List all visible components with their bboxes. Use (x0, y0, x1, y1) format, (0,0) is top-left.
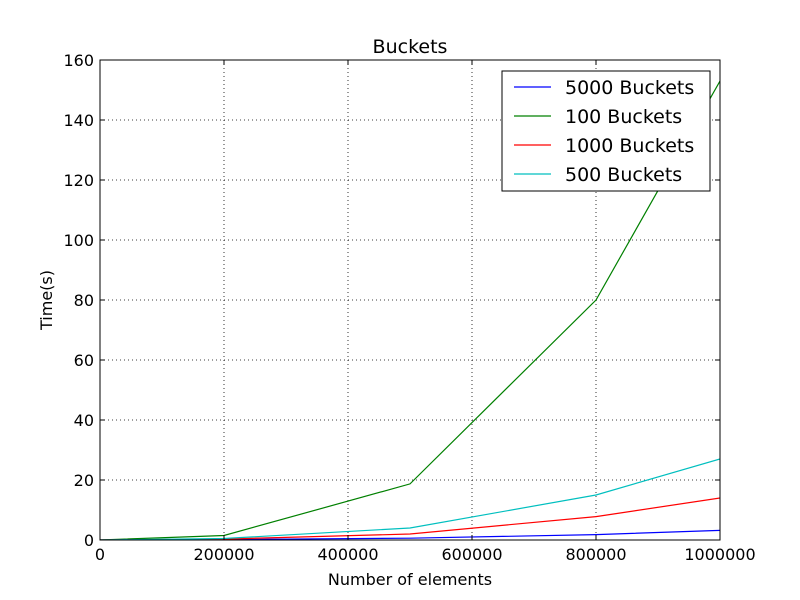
x-tick-label: 800000 (565, 545, 626, 564)
y-tick-label: 80 (74, 291, 94, 310)
legend-label: 5000 Buckets (565, 77, 694, 99)
legend: 5000 Buckets 100 Buckets 1000 Buckets 500 B… (501, 70, 711, 192)
x-tick-label: 600000 (441, 545, 502, 564)
legend-label: 1000 Buckets (565, 135, 694, 157)
y-axis-label: Time(s) (37, 270, 56, 331)
legend-label: 500 Buckets (565, 164, 682, 186)
y-tick-label: 20 (74, 471, 94, 490)
x-tick-label: 200000 (193, 545, 254, 564)
y-tick-label: 100 (63, 231, 94, 250)
legend-label: 100 Buckets (565, 106, 682, 128)
x-tick-label: 400000 (317, 545, 378, 564)
tick-layer: 0 200000 400000 600000 800000 1000000 0 20 40 60 8… (63, 51, 755, 564)
y-tick-label: 60 (74, 351, 94, 370)
y-tick-label: 140 (63, 111, 94, 130)
series-line-100-buckets (100, 80, 720, 540)
y-tick-label: 40 (74, 411, 94, 430)
y-tick-label: 160 (63, 51, 94, 70)
x-axis-label: Number of elements (328, 570, 492, 589)
x-tick-label: 1000000 (684, 545, 755, 564)
y-tick-label: 0 (84, 531, 94, 550)
series-line-500-buckets (100, 458, 720, 540)
y-tick-label: 120 (63, 171, 94, 190)
chart-title: Buckets (373, 36, 448, 58)
x-tick-label: 0 (95, 545, 105, 564)
legend-box (501, 70, 711, 192)
